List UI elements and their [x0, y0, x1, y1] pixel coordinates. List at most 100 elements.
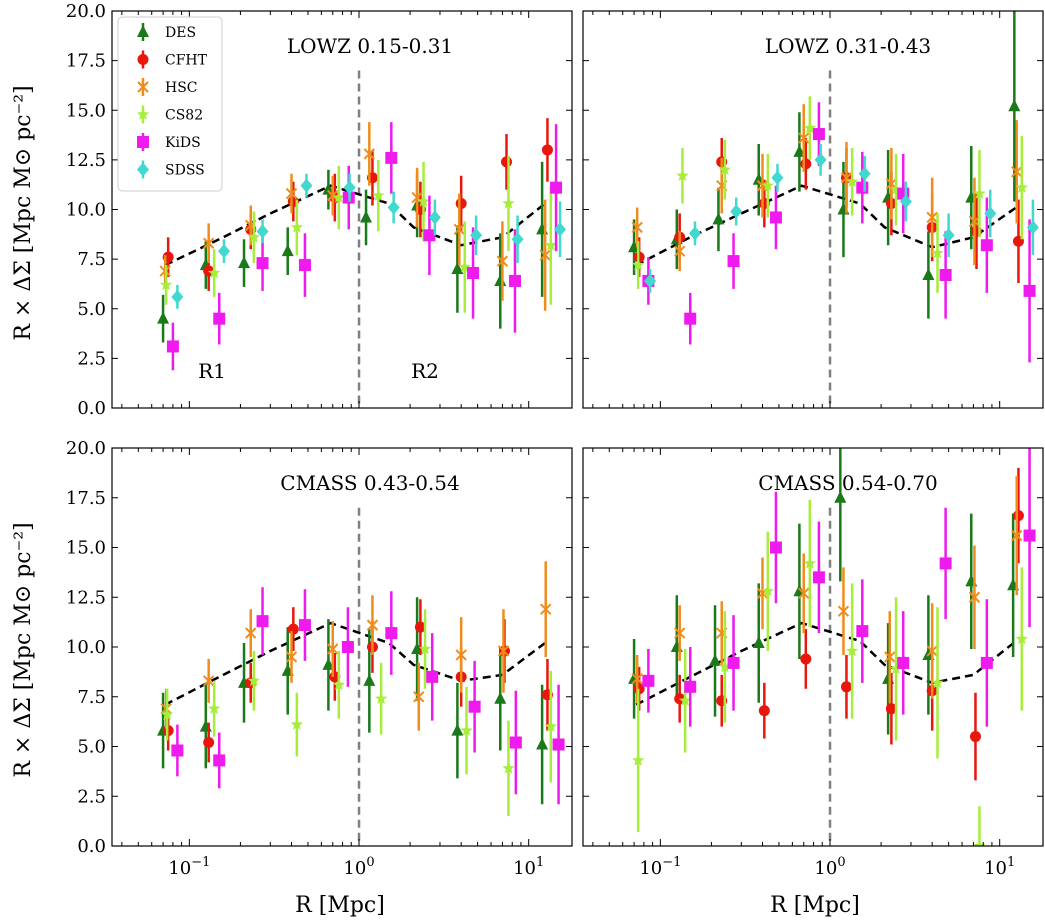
data-point [676, 169, 689, 181]
panel-bottom-left: 0.0 2.5 5.0 7.5 10.0 12.5 15.0 17.5 20.0 10−1 100 1… [66, 438, 573, 879]
data-point [460, 724, 473, 736]
data-point [417, 195, 430, 207]
legend-label: SDSS [165, 163, 205, 179]
data-point [256, 257, 269, 270]
legend-label: KiDS [165, 135, 201, 151]
data-point [508, 274, 521, 287]
data-point [718, 163, 731, 176]
data-point [470, 228, 483, 243]
data-point [642, 674, 655, 687]
panel-title: CMASS 0.54-0.70 [758, 471, 937, 495]
data-point [973, 839, 986, 846]
x-axis-label-left: R [Mpc] [295, 893, 385, 918]
data-point [171, 744, 184, 757]
data-point [208, 266, 221, 279]
data-point [899, 194, 912, 209]
data-point [199, 719, 212, 732]
legend-entry-kids: KiDS [137, 133, 201, 151]
data-point [1015, 632, 1028, 645]
model-curve [164, 621, 546, 706]
series-des [157, 597, 549, 805]
y-tick-label: 2.5 [77, 348, 106, 369]
data-point [496, 255, 509, 268]
y-tick-label: 7.5 [77, 249, 106, 270]
data-point [202, 674, 215, 687]
y-tick-label: 20.0 [66, 1, 106, 22]
data-point [327, 642, 339, 655]
data-point [834, 490, 847, 503]
data-point [1011, 529, 1023, 542]
data-point [300, 178, 313, 193]
panel-bottom-right: 10−1 100 101 CMASS 0.54-0.70 [582, 447, 1044, 879]
data-point [769, 541, 782, 554]
data-point [718, 660, 731, 673]
data-point [247, 674, 260, 687]
plot-area [628, 448, 1036, 846]
data-point [552, 738, 565, 751]
y-tick-label: 12.5 [66, 150, 106, 171]
data-point [550, 181, 563, 194]
data-point [213, 754, 226, 767]
data-point [926, 644, 938, 657]
series-sdss [171, 173, 567, 309]
data-point [673, 627, 686, 640]
y-tick-label: 5.0 [77, 737, 106, 758]
legend-marker [137, 81, 149, 93]
data-point [387, 200, 400, 215]
data-point [727, 255, 740, 268]
data-point [814, 152, 827, 167]
series-cfht [633, 138, 1024, 283]
data-point [202, 237, 215, 250]
data-point [540, 603, 552, 616]
data-point [413, 690, 425, 703]
data-point [758, 705, 770, 717]
data-point [451, 262, 464, 275]
data-point [171, 289, 184, 304]
data-point [798, 132, 810, 145]
legend-entry-hsc: HSC [137, 78, 198, 96]
data-point [502, 761, 515, 774]
data-point [281, 244, 294, 257]
data-point [455, 648, 467, 661]
data-point [922, 268, 935, 281]
data-point [536, 737, 549, 750]
data-point [467, 267, 480, 280]
region-label-r2: R2 [411, 359, 439, 383]
panel-title: CMASS 0.43-0.54 [280, 471, 459, 495]
data-point [884, 650, 896, 663]
model-curve [635, 621, 1017, 706]
data-point [684, 680, 697, 693]
data-point [322, 182, 335, 195]
y-tick-label: 2.5 [77, 786, 106, 807]
data-point [709, 653, 722, 666]
data-point [157, 311, 170, 324]
data-point [298, 619, 311, 632]
data-point [511, 232, 524, 247]
data-point [727, 656, 740, 669]
data-point [385, 627, 398, 640]
x-tick-label: 101 [984, 855, 1015, 879]
data-point [451, 723, 464, 736]
data-point [453, 223, 466, 236]
data-point [632, 753, 645, 766]
y-tick-label: 10.0 [66, 637, 106, 658]
data-point [761, 179, 774, 191]
data-point [856, 625, 869, 638]
data-point [752, 636, 765, 649]
data-point [1026, 220, 1039, 235]
y-tick-label: 0.0 [77, 398, 106, 419]
y-axis-label-top: R × ΔΣ [Mpc M⊙ pc⁻²] [11, 85, 36, 340]
series-hsc [160, 561, 552, 731]
data-point [856, 181, 869, 194]
data-point [287, 623, 299, 635]
data-point [812, 571, 825, 584]
data-point [670, 640, 683, 652]
legend-label: CS82 [165, 108, 203, 124]
data-point [213, 312, 226, 325]
data-point [290, 718, 303, 730]
data-point [712, 212, 725, 225]
data-point [363, 147, 376, 160]
data-point [968, 215, 981, 228]
data-point [1023, 284, 1036, 297]
data-point [256, 224, 269, 239]
